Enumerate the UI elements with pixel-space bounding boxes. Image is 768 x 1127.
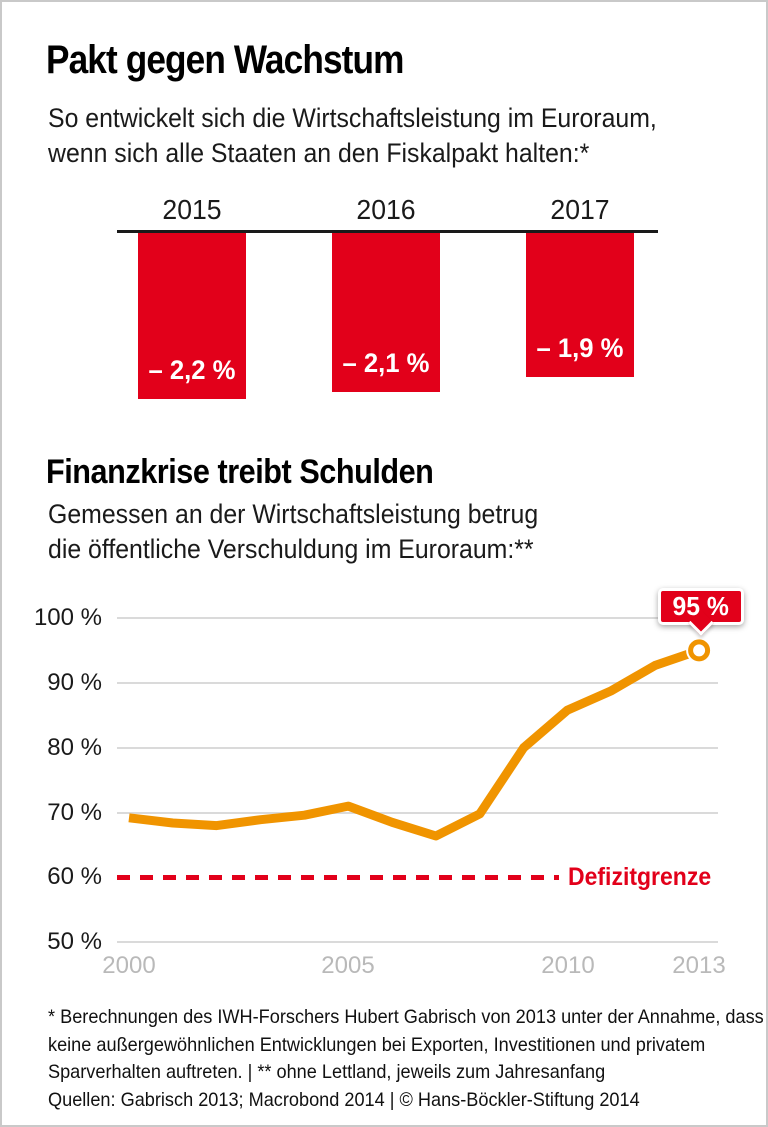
- y-tick-label: 50 %: [47, 928, 102, 955]
- y-tick-label: 60 %: [47, 863, 102, 890]
- gridline: [117, 941, 718, 943]
- intro-line-1: So entwickelt sich die Wirtschaftsleistu…: [48, 103, 657, 133]
- gridline: [117, 617, 718, 619]
- section-subtitle-line-2: die öffentliche Verschuldung im Euroraum…: [48, 534, 534, 564]
- x-tick-label: 2010: [541, 952, 595, 979]
- bar-category-label: 2017: [550, 194, 610, 225]
- y-tick-label: 70 %: [47, 799, 102, 826]
- section-subtitle-line-1: Gemessen an der Wirtschaftsleistung betr…: [48, 499, 539, 529]
- footnote-line-1: * Berechnungen des IWH-Forschers Hubert …: [48, 1006, 764, 1028]
- bar: – 2,2 %: [138, 233, 246, 399]
- source-line: Quellen: Gabrisch 2013; Macrobond 2014 |…: [48, 1088, 640, 1111]
- gridline: [117, 682, 718, 684]
- debt-line-series: [128, 637, 713, 841]
- bar-value-label: – 2,1 %: [342, 348, 430, 378]
- intro-text: So entwickelt sich die Wirtschaftsleistu…: [48, 101, 657, 171]
- y-tick-label: 90 %: [47, 669, 102, 696]
- annotation-badge: 95 %: [658, 588, 744, 636]
- bar-value-label: – 1,9 %: [536, 333, 624, 363]
- bar: – 1,9 %: [526, 233, 634, 377]
- y-tick-label: 100 %: [33, 604, 102, 631]
- section-subtitle: Gemessen an der Wirtschaftsleistung betr…: [48, 497, 538, 567]
- footnote-line-2: keine außergewöhnlichen Entwicklungen be…: [48, 1033, 706, 1056]
- deficit-limit-line: [117, 875, 559, 880]
- footnotes: * Berechnungen des IWH-Forschers Hubert …: [48, 1004, 764, 1114]
- intro-line-2: wenn sich alle Staaten an den Fiskalpakt…: [48, 138, 590, 168]
- bar: – 2,1 %: [332, 233, 440, 392]
- zero-baseline: [117, 230, 658, 233]
- bar-category-label: 2016: [356, 194, 416, 225]
- bar-category-label: 2015: [162, 194, 222, 225]
- page-title: Pakt gegen Wachstum: [46, 38, 404, 82]
- deficit-limit-label: Defizitgrenze: [568, 863, 712, 891]
- x-tick-label: 2005: [321, 952, 375, 979]
- gridline: [117, 812, 718, 814]
- y-tick-label: 80 %: [47, 734, 102, 761]
- gridline: [117, 747, 718, 749]
- x-tick-label: 2000: [102, 952, 156, 979]
- x-tick-label: 2013: [672, 952, 726, 979]
- section-title: Finanzkrise treibt Schulden: [46, 453, 434, 491]
- bar-value-label: – 2,2 %: [148, 355, 236, 385]
- footnote-line-3: Sparverhalten auftreten. | ** ohne Lettl…: [48, 1061, 606, 1083]
